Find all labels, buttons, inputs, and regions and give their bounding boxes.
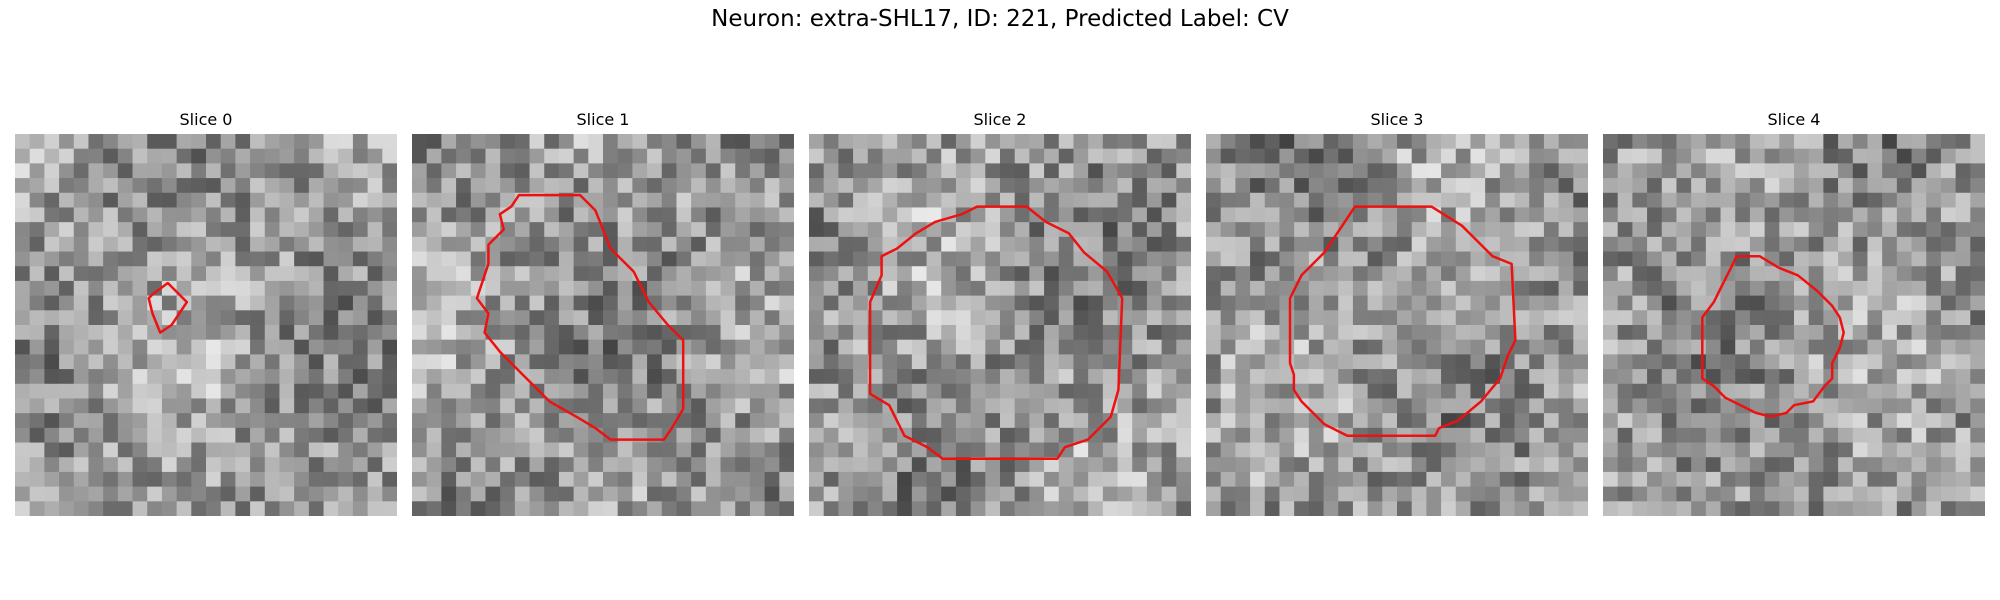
segmentation-contour: [868, 205, 1124, 460]
slice-title: Slice 4: [1767, 110, 1821, 129]
segmentation-contour: [1288, 205, 1517, 438]
slice-title: Slice 1: [576, 110, 630, 129]
slice-panel-2: Slice 2: [809, 110, 1191, 520]
slice-image: [1603, 134, 1985, 516]
slice-image: [412, 134, 794, 516]
slice-image: [15, 134, 397, 516]
segmentation-contour: [1701, 254, 1845, 418]
slice-title: Slice 3: [1370, 110, 1424, 129]
slice-panel-1: Slice 1: [412, 110, 794, 520]
segmentation-contour: [475, 193, 685, 441]
slice-panel-0: Slice 0: [15, 110, 397, 520]
figure-title: Neuron: extra-SHL17, ID: 221, Predicted …: [711, 6, 1289, 32]
slice-title: Slice 0: [179, 110, 233, 129]
slice-image: [1206, 134, 1588, 516]
slice-panel-3: Slice 3: [1206, 110, 1588, 520]
slice-panel-4: Slice 4: [1603, 110, 1985, 520]
slice-image: [809, 134, 1191, 516]
slice-title: Slice 2: [973, 110, 1027, 129]
segmentation-contour: [147, 281, 189, 334]
